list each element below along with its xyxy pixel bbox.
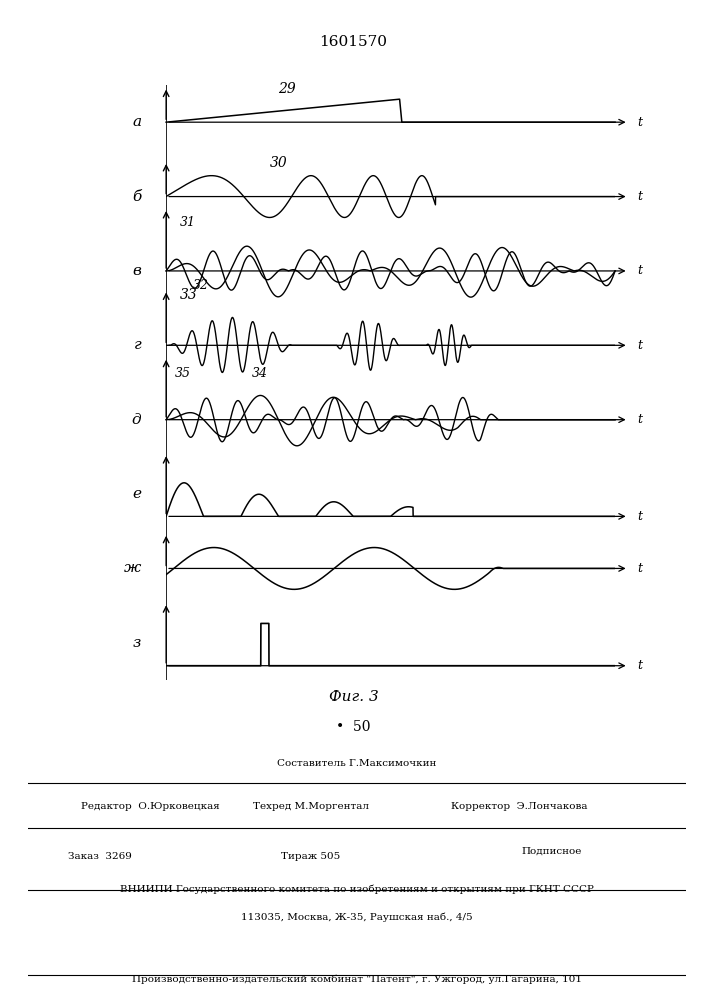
Text: t: t xyxy=(638,190,643,203)
Text: 29: 29 xyxy=(279,82,296,96)
Text: Редактор  О.Юрковецкая: Редактор О.Юрковецкая xyxy=(81,802,220,811)
Text: t: t xyxy=(638,116,643,129)
Text: Корректор  Э.Лончакова: Корректор Э.Лончакова xyxy=(450,802,587,811)
Text: Тираж 505: Тираж 505 xyxy=(281,852,341,861)
Text: Производственно-издательский комбинат "Патент", г. Ужгород, ул.Гагарина, 101: Производственно-издательский комбинат "П… xyxy=(132,974,582,984)
Text: ж: ж xyxy=(124,561,141,575)
Text: д: д xyxy=(132,413,141,427)
Text: Заказ  3269: Заказ 3269 xyxy=(68,852,132,861)
Text: 30: 30 xyxy=(269,156,287,170)
Text: 113035, Москва, Ж-35, Раушская наб., 4/5: 113035, Москва, Ж-35, Раушская наб., 4/5 xyxy=(241,912,473,922)
Text: t: t xyxy=(638,510,643,523)
Text: 31: 31 xyxy=(180,216,196,229)
Text: 32: 32 xyxy=(193,279,209,292)
Text: б: б xyxy=(132,190,141,204)
Text: Техред М.Моргентал: Техред М.Моргентал xyxy=(253,802,369,811)
Text: t: t xyxy=(638,413,643,426)
Text: t: t xyxy=(638,659,643,672)
Text: е: е xyxy=(132,487,141,501)
Text: а: а xyxy=(132,115,141,129)
Text: 35: 35 xyxy=(175,367,191,380)
Text: 34: 34 xyxy=(252,367,267,380)
Text: г: г xyxy=(134,338,141,352)
Text: •  50: • 50 xyxy=(337,720,370,734)
Text: t: t xyxy=(638,562,643,575)
Text: з: з xyxy=(133,636,141,650)
Text: t: t xyxy=(638,264,643,277)
Text: 33: 33 xyxy=(180,288,197,302)
Text: t: t xyxy=(638,339,643,352)
Text: Фиг. 3: Фиг. 3 xyxy=(329,690,378,704)
Text: ВНИИПИ Государственного комитета по изобретениям и открытиям при ГКНТ СССР: ВНИИПИ Государственного комитета по изоб… xyxy=(120,885,594,894)
Text: Подписное: Подписное xyxy=(522,847,582,856)
Text: Составитель Г.Максимочкин: Составитель Г.Максимочкин xyxy=(277,759,437,768)
Text: в: в xyxy=(132,264,141,278)
Text: 1601570: 1601570 xyxy=(320,35,387,49)
